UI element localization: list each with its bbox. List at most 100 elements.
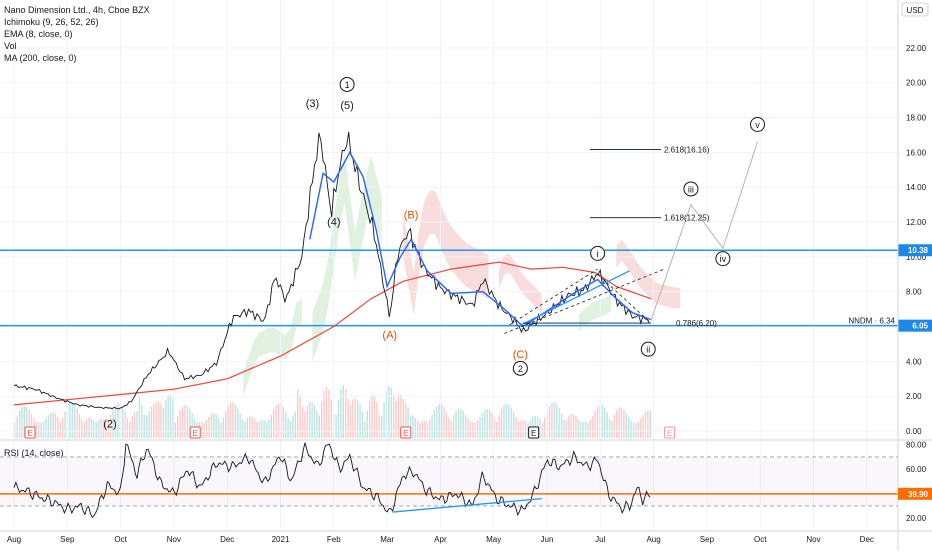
volume-bar	[385, 390, 388, 438]
volume-bar	[35, 421, 37, 438]
volume-bar	[148, 411, 150, 438]
volume-bar	[464, 414, 467, 438]
volume-bar	[251, 416, 253, 438]
volume-bar	[90, 418, 93, 438]
volume-bar	[517, 421, 520, 438]
volume-bar	[500, 409, 503, 438]
x-tick-label: Jun	[541, 535, 554, 544]
fib-level-label: 1.618(12.25)	[664, 214, 710, 223]
rsi-tick-label: 20.00	[906, 514, 927, 523]
volume-bar	[582, 422, 584, 438]
rsi-band	[0, 456, 898, 506]
wave-label: iii	[688, 184, 694, 194]
volume-bar	[306, 405, 309, 438]
volume-bar	[297, 389, 299, 438]
volume-bar	[321, 401, 323, 438]
volume-bar	[227, 405, 229, 438]
volume-bar	[304, 411, 306, 438]
volume-bar	[539, 418, 541, 438]
volume-bar	[368, 400, 371, 438]
wave-label: (5)	[340, 100, 353, 112]
volume-bar	[455, 410, 457, 438]
earnings-marker-label: E	[27, 429, 32, 438]
volume-bar	[392, 395, 395, 438]
volume-bar	[309, 402, 311, 438]
x-tick-label: Jul	[595, 535, 605, 544]
volume-bar	[469, 421, 472, 438]
wave-label: 1	[345, 80, 350, 90]
x-tick-label: Oct	[754, 535, 767, 544]
volume-bar	[373, 395, 376, 438]
volume-bar	[301, 406, 304, 438]
volume-bar	[42, 421, 45, 438]
rsi-value-badge	[898, 487, 932, 500]
volume-bar	[407, 406, 409, 438]
volume-bar	[97, 419, 100, 438]
volume-bar	[359, 404, 361, 438]
volume-bar	[371, 394, 373, 438]
volume-bar	[323, 391, 325, 438]
volume-bar	[395, 400, 397, 438]
price-badge-label: 6.05	[912, 322, 928, 331]
volume-bar	[25, 406, 28, 438]
volume-bar	[47, 415, 49, 438]
y-tick-label: 20.00	[906, 79, 927, 88]
legend: Nano Dimension Ltd., 4h, Cboe BZX Ichimo…	[4, 4, 150, 64]
volume-bar	[265, 422, 268, 438]
volume-bar	[299, 395, 301, 438]
volume-bar	[131, 416, 133, 438]
volume-bar	[440, 404, 443, 438]
y-tick-label: 8.00	[906, 288, 922, 297]
x-tick-label: Mar	[380, 535, 394, 544]
volume-bar	[217, 417, 220, 438]
earnings-marker	[528, 426, 540, 439]
wave-label: (4)	[327, 217, 340, 229]
volume-bar	[644, 411, 647, 438]
volume-bar	[201, 421, 203, 438]
volume-bar	[587, 422, 589, 438]
volume-bar	[114, 404, 117, 438]
volume-bar	[568, 416, 570, 438]
volume-bar	[124, 411, 126, 438]
wave-circle	[750, 117, 766, 132]
wave-label: (C)	[513, 349, 528, 361]
volume-bar	[448, 418, 450, 438]
volume-bar	[261, 419, 263, 438]
price-badge	[898, 244, 932, 257]
volume-bar	[234, 404, 237, 438]
volume-bar	[277, 403, 280, 438]
volume-bar	[515, 417, 517, 438]
volume-bar	[577, 418, 580, 438]
wave-circle	[590, 245, 606, 261]
earnings-marker-label: E	[193, 429, 198, 438]
indicator-ichimoku: Ichimoku (9, 26, 52, 26)	[4, 17, 99, 27]
y-tick-label: 0.00	[906, 427, 922, 436]
volume-bar	[378, 414, 380, 438]
x-tick-label: Sep	[700, 535, 715, 544]
volume-bar	[165, 400, 167, 438]
price-badge	[898, 319, 932, 332]
volume-bar	[232, 402, 234, 438]
volume-bar	[402, 398, 404, 438]
volume-bar	[344, 388, 347, 438]
volume-bar	[109, 414, 112, 438]
volume-bar	[575, 415, 577, 438]
volume-bar	[508, 404, 510, 438]
wave-label: i	[597, 249, 599, 259]
fib-level-label: 0.786(6.20)	[676, 319, 717, 328]
earnings-marker-label: E	[667, 429, 672, 438]
volume-bar	[177, 415, 179, 438]
volume-bar	[186, 405, 189, 438]
wave-circle	[512, 360, 528, 376]
volume-bar	[222, 417, 225, 438]
volume-bar	[311, 402, 313, 438]
cloud-segment	[312, 154, 382, 362]
volume-bar	[520, 421, 522, 438]
volume-bar	[282, 406, 285, 438]
volume-bar	[493, 417, 496, 438]
volume-bar	[57, 416, 59, 438]
volume-bar	[83, 421, 85, 438]
volume-bar	[635, 422, 637, 438]
